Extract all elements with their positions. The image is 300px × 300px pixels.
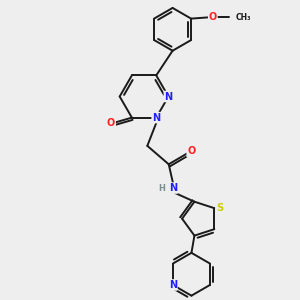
Text: O: O — [107, 118, 115, 128]
Text: N: N — [152, 112, 160, 123]
Text: N: N — [169, 280, 177, 290]
Text: N: N — [164, 92, 172, 101]
Text: CH₃: CH₃ — [236, 13, 251, 22]
Text: N: N — [169, 183, 177, 193]
Text: O: O — [187, 146, 195, 157]
Text: H: H — [159, 184, 166, 193]
Text: O: O — [209, 12, 217, 22]
Text: S: S — [216, 203, 223, 213]
